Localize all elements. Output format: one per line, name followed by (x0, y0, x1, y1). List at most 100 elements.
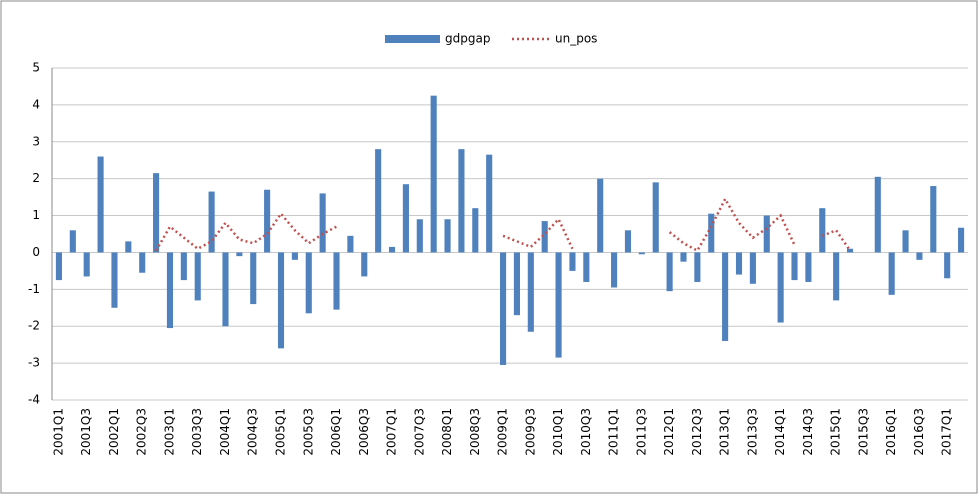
bar (569, 252, 576, 271)
bar (916, 252, 923, 260)
x-tick-label: 2009Q1 (496, 408, 510, 456)
bar (125, 241, 132, 253)
bar (930, 186, 937, 253)
x-tick-label: 2016Q3 (912, 408, 926, 456)
bar (611, 252, 618, 288)
line (155, 196, 852, 253)
x-tick-label: 2012Q3 (690, 408, 704, 456)
bar (735, 252, 743, 275)
bar (763, 215, 770, 253)
bar (83, 252, 90, 277)
bar (652, 182, 659, 253)
bar (944, 252, 951, 279)
x-tick-label: 2006Q3 (357, 408, 371, 456)
bar (902, 230, 909, 253)
x-tick-label: 2007Q1 (385, 408, 399, 456)
bar (846, 248, 854, 253)
x-tick-label: 2009Q3 (523, 408, 537, 456)
bar (222, 252, 229, 327)
y-tick-label: -1 (28, 282, 40, 296)
bar (777, 252, 784, 323)
bar (277, 252, 285, 349)
bar (513, 252, 520, 316)
x-tick-label: 2002Q1 (107, 408, 121, 456)
bar (111, 252, 118, 308)
bar (264, 189, 271, 253)
bar (153, 173, 160, 253)
bar (680, 252, 687, 262)
bar (416, 219, 423, 253)
bar (319, 193, 326, 253)
bar (347, 235, 354, 253)
x-tick-label: 2008Q3 (468, 408, 482, 456)
y-tick-label: 2 (32, 171, 40, 185)
bar (541, 221, 548, 253)
bar (194, 252, 201, 301)
bar (402, 184, 409, 253)
bar (208, 191, 215, 253)
legend-label: gdpgap (445, 32, 490, 46)
bar (694, 252, 701, 282)
bar (500, 252, 507, 365)
x-tick-label: 2001Q1 (51, 408, 65, 456)
x-tick-label: 2007Q3 (412, 408, 426, 456)
x-tick-label: 2014Q1 (773, 408, 787, 456)
y-tick-label: -2 (28, 319, 40, 333)
bar (708, 213, 715, 253)
bar (430, 95, 437, 253)
x-tick-label: 2016Q1 (884, 408, 898, 456)
bar (527, 252, 534, 332)
x-tick-label: 2011Q3 (634, 408, 648, 456)
x-tick-label: 2010Q1 (551, 408, 565, 456)
bar (97, 156, 104, 253)
bar (305, 252, 312, 314)
bar (749, 252, 756, 284)
y-tick-label: 1 (32, 208, 40, 222)
bar (958, 227, 965, 253)
bar (166, 252, 174, 329)
y-tick-label: -4 (28, 393, 40, 407)
y-tick-label: 3 (32, 134, 40, 148)
y-tick-label: 5 (32, 61, 40, 75)
bar (791, 252, 798, 281)
bar (69, 230, 76, 253)
bar (819, 208, 826, 253)
bar (333, 252, 340, 310)
bar (291, 252, 298, 260)
x-tick-label: 2010Q3 (579, 408, 593, 456)
x-tick-label: 2014Q3 (801, 408, 815, 456)
bar (486, 154, 493, 253)
x-tick-label: 2005Q1 (274, 408, 288, 456)
bar (583, 252, 590, 282)
bar (139, 252, 146, 273)
bar (388, 246, 396, 253)
bar (444, 219, 451, 253)
x-tick-label: 2013Q3 (745, 408, 759, 456)
bar (375, 149, 382, 253)
x-tick-label: 2003Q3 (190, 408, 204, 456)
bar (55, 252, 62, 281)
bar (624, 230, 632, 253)
x-tick-label: 2013Q1 (718, 408, 732, 456)
legend-label: un_pos (555, 32, 597, 46)
x-tick-label: 2012Q1 (662, 408, 676, 456)
y-tick-label: 0 (32, 245, 40, 259)
x-tick-label: 2008Q1 (440, 408, 454, 456)
y-tick-label: -3 (28, 356, 40, 370)
x-tick-label: 2003Q1 (162, 408, 176, 456)
x-tick-label: 2015Q3 (856, 408, 870, 456)
x-tick-label: 2011Q1 (607, 408, 621, 456)
bar (805, 252, 812, 282)
x-tick-label: 2006Q1 (329, 408, 343, 456)
bar (722, 252, 729, 341)
bar (472, 208, 479, 253)
y-tick-label: 4 (32, 97, 40, 111)
x-tick-label: 2004Q1 (218, 408, 232, 456)
bar (638, 252, 645, 255)
legend-swatch (385, 35, 440, 43)
x-tick-label: 2005Q3 (301, 408, 315, 456)
bar (236, 252, 243, 257)
bar (180, 252, 187, 281)
bar (555, 252, 562, 358)
